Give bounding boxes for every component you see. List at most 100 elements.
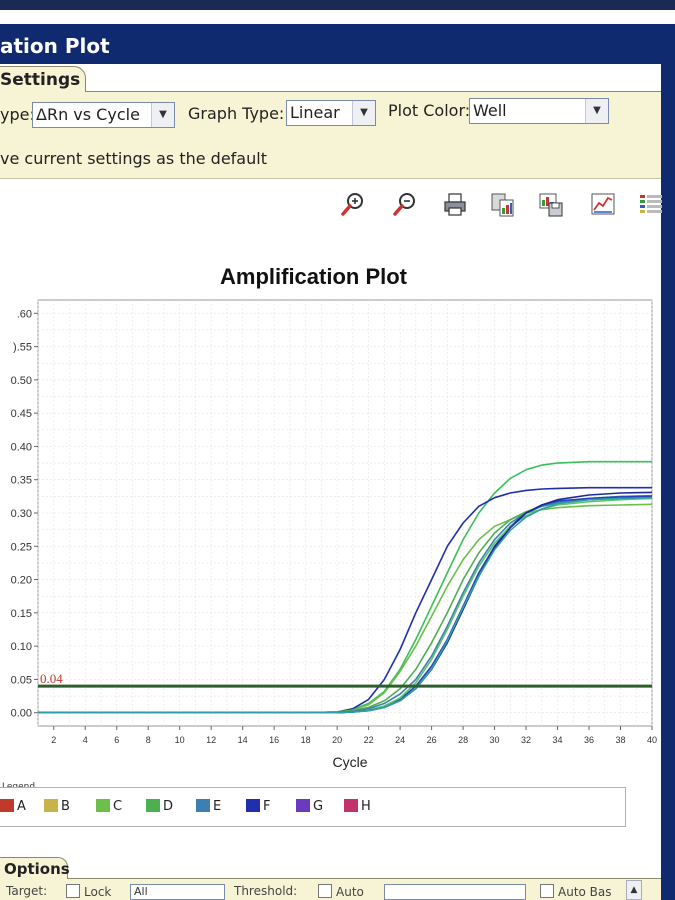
x-tick-label: 40 [647, 735, 657, 745]
threshold-label: Threshold: [234, 884, 298, 898]
panel-title: ation Plot [0, 24, 675, 64]
legend-item-h[interactable]: H [344, 798, 371, 816]
chart-grid [37, 299, 653, 727]
y-tick-label: 0.15 [11, 608, 32, 620]
chart-series [38, 460, 653, 714]
series-line-2 [38, 486, 652, 714]
x-tick-label: 4 [83, 735, 88, 745]
y-tick-label: 0.00 [11, 708, 32, 720]
y-tick-label: 0.25 [11, 541, 32, 553]
legend-label: A [17, 799, 26, 814]
y-tick-label: 0.10 [11, 641, 32, 653]
auto-threshold-checkbox[interactable]: Auto [318, 884, 364, 899]
legend-swatch [246, 799, 260, 812]
target-value: All [134, 885, 148, 898]
save-image-icon[interactable] [538, 190, 564, 220]
y-tick-label: 0.40 [11, 441, 32, 453]
legend-item-d[interactable]: D [146, 798, 173, 816]
y-tick-label: .60 [17, 308, 32, 320]
plot-type-label: ype: [0, 105, 35, 124]
auto-baseline-checkbox[interactable]: Auto Bas [540, 884, 612, 899]
y-axis-ticks: .60).55 0.50 0.45 0.40 0.35 0.30 0.25 0.20 0.15 0… [11, 308, 38, 720]
x-tick-label: 8 [146, 735, 151, 745]
graph-type-label: Graph Type: [188, 104, 285, 123]
x-tick-label: 6 [114, 735, 119, 745]
legend-label: B [61, 799, 70, 814]
options-tab[interactable]: Options [0, 857, 70, 879]
amplification-chart[interactable]: .60).55 0.50 0.45 0.40 0.35 0.30 0.25 0.20 0.15 0… [0, 290, 661, 780]
x-tick-label: 12 [206, 735, 216, 745]
plot-area [37, 299, 653, 727]
threshold-label: 0.04 [40, 671, 63, 686]
zoom-out-icon[interactable] [392, 190, 418, 220]
legend-swatch [344, 799, 358, 812]
graph-type-value: Linear [290, 103, 340, 122]
window-top-gap [0, 10, 675, 24]
copy-to-clipboard-icon[interactable] [490, 190, 516, 220]
auto-label: Auto [336, 885, 364, 899]
x-tick-label: 24 [395, 735, 405, 745]
legend-item-a[interactable]: A [0, 798, 26, 816]
plot-color-select[interactable]: Well ▼ [469, 98, 609, 124]
x-tick-label: 2 [51, 735, 56, 745]
legend-item-c[interactable]: C [96, 798, 122, 816]
threshold-line-group: 0.04 [38, 671, 652, 688]
legend-label: H [361, 799, 371, 814]
save-default-label[interactable]: ve current settings as the default [0, 149, 267, 168]
window-right-border [661, 64, 675, 900]
chevron-down-icon: ▼ [151, 103, 174, 127]
y-tick-label: 0.50 [11, 375, 32, 387]
settings-tab[interactable]: Settings [0, 66, 86, 92]
x-tick-label: 14 [238, 735, 248, 745]
series-line-9 [38, 496, 653, 714]
legend-item-b[interactable]: B [44, 798, 70, 816]
legend-swatch [196, 799, 210, 812]
legend-toggle-icon[interactable] [638, 190, 664, 220]
lock-label: Lock [84, 885, 112, 899]
plot-type-value: ΔRn vs Cycle [36, 105, 140, 124]
y-tick-label: 0.30 [11, 508, 32, 520]
x-tick-label: 28 [458, 735, 468, 745]
legend-item-g[interactable]: G [296, 798, 323, 816]
print-icon[interactable] [442, 190, 468, 220]
zoom-in-icon[interactable] [340, 190, 366, 220]
graph-type-select[interactable]: Linear ▼ [286, 100, 376, 126]
x-tick-label: 32 [521, 735, 531, 745]
legend-label: C [113, 799, 123, 814]
legend-label: D [163, 799, 174, 814]
x-tick-label: 10 [175, 735, 185, 745]
target-label: Target: [6, 884, 48, 898]
plot-color-label: Plot Color: [388, 101, 471, 120]
x-tick-label: 16 [269, 735, 279, 745]
y-tick-label: 0.35 [11, 475, 32, 487]
legend-item-f[interactable]: F [246, 798, 270, 816]
chart-title: Amplification Plot [220, 264, 407, 289]
y-tick-label: 0.05 [11, 674, 32, 686]
legend-swatch [146, 799, 160, 812]
threshold-input[interactable] [384, 884, 526, 900]
x-tick-label: 26 [427, 735, 437, 745]
x-axis-ticks: 2 4 6 8 10 12 14 16 18 20 22 24 26 28 30 32 34 36 38 40 [51, 726, 657, 745]
x-tick-label: 30 [490, 735, 500, 745]
plot-color-value: Well [473, 101, 507, 120]
legend-swatch [96, 799, 110, 812]
scroll-up-icon[interactable]: ▲ [626, 880, 642, 900]
legend-swatch [44, 799, 58, 812]
lock-checkbox[interactable]: Lock [66, 884, 111, 899]
x-tick-label: 38 [616, 735, 626, 745]
legend-label: E [213, 799, 222, 814]
x-tick-label: 34 [553, 735, 563, 745]
x-axis-label: Cycle [332, 754, 367, 770]
legend-swatch [0, 799, 14, 812]
plot-type-select[interactable]: ΔRn vs Cycle ▼ [32, 102, 175, 128]
legend-item-e[interactable]: E [196, 798, 221, 816]
legend-label: G [313, 799, 324, 814]
legend-label: F [263, 799, 271, 814]
y-tick-label: 0.20 [11, 575, 32, 587]
y-tick-label: ).55 [13, 342, 32, 354]
series-line-3 [38, 503, 653, 714]
x-tick-label: 22 [364, 735, 374, 745]
plot-properties-icon[interactable] [590, 190, 616, 220]
target-select[interactable]: All [130, 884, 225, 900]
auto-baseline-label: Auto Bas [558, 885, 612, 899]
